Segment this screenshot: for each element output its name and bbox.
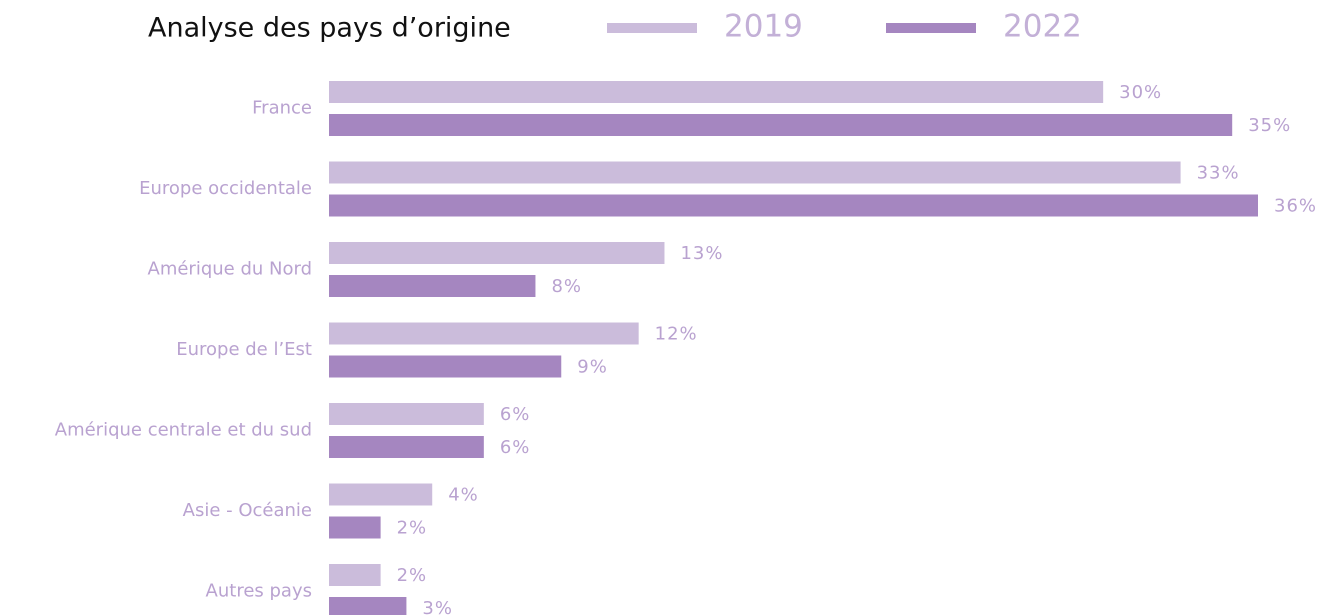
value-label: 3% bbox=[422, 598, 453, 615]
value-label: 33% bbox=[1197, 163, 1240, 184]
legend-swatch bbox=[886, 23, 976, 33]
value-label: 9% bbox=[577, 357, 608, 378]
value-label: 6% bbox=[500, 404, 531, 425]
legend-swatch bbox=[607, 23, 697, 33]
chart-title: Analyse des pays d’origine bbox=[148, 13, 511, 44]
bar bbox=[329, 564, 381, 586]
value-label: 30% bbox=[1119, 82, 1162, 103]
value-label: 2% bbox=[397, 565, 428, 586]
value-label: 13% bbox=[680, 243, 723, 264]
value-label: 2% bbox=[397, 518, 428, 539]
bar bbox=[329, 194, 1258, 217]
value-label: 4% bbox=[448, 485, 479, 506]
bar bbox=[329, 436, 484, 458]
category-label: Europe de l’Est bbox=[176, 339, 312, 360]
category-label: Amérique centrale et du sud bbox=[55, 420, 312, 441]
value-label: 35% bbox=[1248, 115, 1291, 136]
category-label: Autres pays bbox=[206, 581, 312, 602]
bar bbox=[329, 355, 562, 378]
bar bbox=[329, 275, 536, 297]
value-label: 36% bbox=[1274, 196, 1317, 217]
bar bbox=[329, 597, 407, 615]
legend-label: 2022 bbox=[1003, 9, 1082, 45]
bar bbox=[329, 403, 484, 425]
value-label: 8% bbox=[551, 276, 582, 297]
category-label: Amérique du Nord bbox=[148, 259, 313, 280]
bar bbox=[329, 516, 381, 539]
bar bbox=[329, 161, 1181, 184]
bar bbox=[329, 483, 433, 506]
bar bbox=[329, 242, 665, 264]
category-label: Asie - Océanie bbox=[183, 500, 312, 521]
value-label: 12% bbox=[655, 324, 698, 345]
bar bbox=[329, 322, 639, 345]
category-label: France bbox=[252, 98, 312, 119]
bar bbox=[329, 114, 1233, 136]
bar bbox=[329, 81, 1104, 103]
legend-label: 2019 bbox=[724, 9, 803, 45]
value-label: 6% bbox=[500, 437, 531, 458]
category-label: Europe occidentale bbox=[139, 178, 312, 199]
